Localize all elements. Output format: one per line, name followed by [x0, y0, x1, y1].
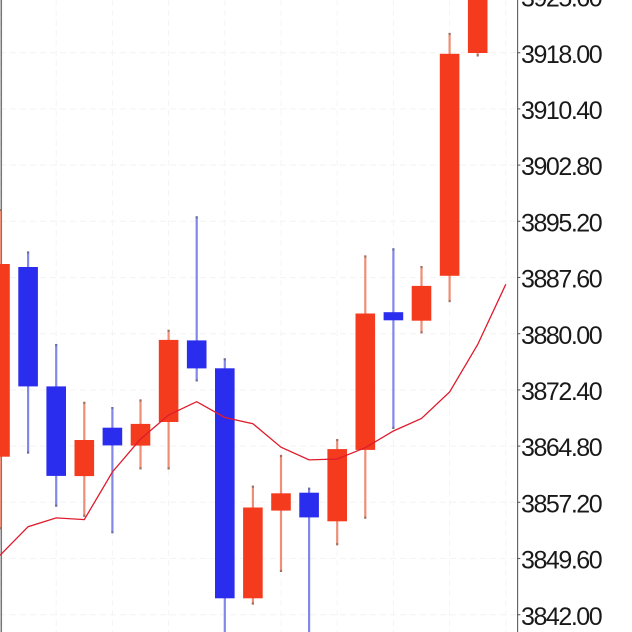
- svg-text:3925.60: 3925.60: [521, 0, 602, 13]
- svg-text:3887.60: 3887.60: [521, 266, 602, 294]
- svg-text:3895.20: 3895.20: [521, 209, 602, 237]
- svg-text:3910.40: 3910.40: [521, 97, 602, 125]
- svg-text:3857.20: 3857.20: [521, 490, 602, 518]
- svg-text:3902.80: 3902.80: [521, 153, 602, 181]
- svg-text:3842.00: 3842.00: [521, 603, 602, 631]
- svg-text:3849.60: 3849.60: [521, 547, 602, 575]
- svg-text:3872.40: 3872.40: [521, 378, 602, 406]
- svg-text:3864.80: 3864.80: [521, 434, 602, 462]
- svg-text:3880.00: 3880.00: [521, 322, 602, 350]
- svg-text:3918.00: 3918.00: [521, 41, 602, 69]
